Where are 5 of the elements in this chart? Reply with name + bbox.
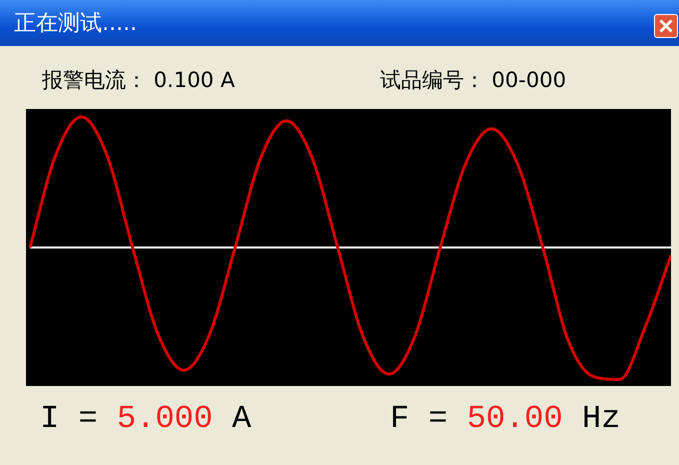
chart-title: 正在测试..... — [14, 10, 137, 38]
text: F = 50.00 Hz — [390, 400, 620, 437]
text: 报警电流： 0.100 A — [42, 67, 235, 94]
text: I = 5.000 A — [40, 400, 252, 437]
text: 试品编号： 00-000 — [380, 67, 566, 94]
